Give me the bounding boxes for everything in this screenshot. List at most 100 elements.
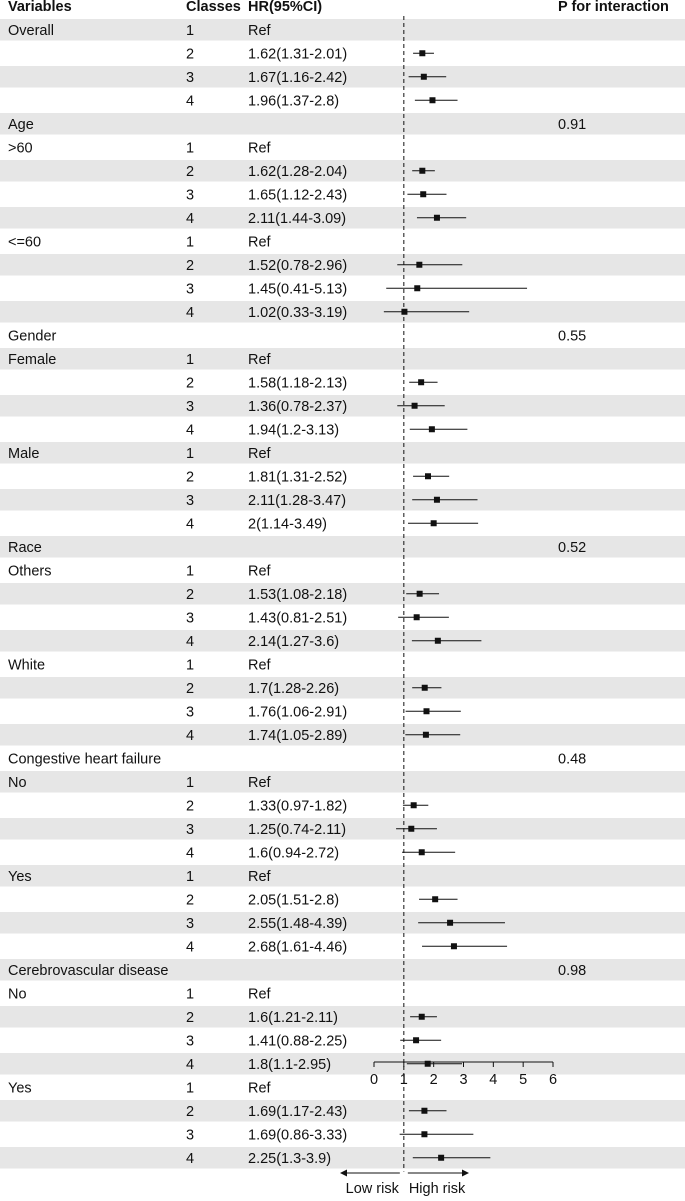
row-class-label: 4 xyxy=(186,211,194,227)
hr-point xyxy=(430,520,437,527)
row-variable-label: Overall xyxy=(8,23,54,39)
row-hr-label: 1.02(0.33-3.19) xyxy=(248,305,347,321)
row-band xyxy=(0,630,685,652)
row-hr-label: Ref xyxy=(248,986,272,1002)
row-class-label: 4 xyxy=(186,634,194,650)
row-class-label: 3 xyxy=(186,704,194,720)
low-risk-arrowhead xyxy=(340,1169,347,1177)
high-risk-arrowhead xyxy=(462,1169,469,1177)
row-hr-label: Ref xyxy=(248,657,272,673)
row-hr-label: 2.05(1.51-2.8) xyxy=(248,892,339,908)
row-hr-label: 1.76(1.06-2.91) xyxy=(248,704,347,720)
high-risk-label: High risk xyxy=(409,1181,466,1197)
row-hr-label: 1.94(1.2-3.13) xyxy=(248,422,339,438)
hr-point xyxy=(419,167,426,174)
low-risk-label: Low risk xyxy=(346,1181,400,1197)
row-class-label: 3 xyxy=(186,822,194,838)
row-class-label: 2 xyxy=(186,375,194,391)
row-band xyxy=(0,113,685,135)
row-band xyxy=(0,442,685,464)
hr-point xyxy=(447,919,454,926)
row-hr-label: 1.96(1.37-2.8) xyxy=(248,93,339,109)
row-variable-label: Cerebrovascular disease xyxy=(8,963,168,979)
row-band xyxy=(0,19,685,41)
row-band xyxy=(0,160,685,182)
header-p-interaction: P for interaction xyxy=(558,0,669,15)
hr-point xyxy=(410,802,417,809)
row-hr-label: 2.11(1.28-3.47) xyxy=(248,493,346,509)
row-class-label: 4 xyxy=(186,939,194,955)
row-hr-label: Ref xyxy=(248,563,272,579)
hr-point xyxy=(416,590,423,597)
hr-point xyxy=(401,308,408,315)
hr-point xyxy=(422,731,429,738)
row-class-label: 4 xyxy=(186,516,194,532)
row-hr-label: Ref xyxy=(248,446,272,462)
hr-point xyxy=(420,191,427,198)
x-tick-label: 3 xyxy=(459,1072,467,1088)
row-class-label: 3 xyxy=(186,493,194,509)
row-band xyxy=(0,395,685,417)
hr-point xyxy=(416,261,423,268)
row-class-label: 3 xyxy=(186,281,194,297)
row-class-label: 1 xyxy=(186,140,194,156)
row-class-label: 4 xyxy=(186,1151,194,1167)
row-class-label: 4 xyxy=(186,845,194,861)
row-hr-label: 1.36(0.78-2.37) xyxy=(248,399,347,415)
row-class-label: 1 xyxy=(186,775,194,791)
row-class-label: 2 xyxy=(186,258,194,274)
hr-point xyxy=(411,402,418,409)
hr-point xyxy=(438,1154,445,1161)
row-class-label: 1 xyxy=(186,869,194,885)
row-hr-label: 2.11(1.44-3.09) xyxy=(248,211,346,227)
hr-point xyxy=(414,285,421,292)
estimate-marks xyxy=(383,50,528,1161)
hr-point xyxy=(418,849,425,856)
row-variable-label: <=60 xyxy=(8,234,41,250)
row-class-label: 1 xyxy=(186,1080,194,1096)
row-class-label: 3 xyxy=(186,187,194,203)
row-hr-label: 2.25(1.3-3.9) xyxy=(248,1151,331,1167)
hr-point xyxy=(421,1131,428,1138)
hr-point xyxy=(413,1037,420,1044)
row-hr-label: 1.69(1.17-2.43) xyxy=(248,1104,347,1120)
row-p-value: 0.91 xyxy=(558,117,586,133)
row-class-label: 3 xyxy=(186,399,194,415)
row-band xyxy=(0,254,685,276)
row-hr-label: Ref xyxy=(248,352,272,368)
row-variable-label: >60 xyxy=(8,140,33,156)
row-class-label: 2 xyxy=(186,681,194,697)
row-p-value: 0.55 xyxy=(558,328,586,344)
row-hr-label: 1.62(1.31-2.01) xyxy=(248,46,347,62)
table-header: Variables Classes HR(95%CI) P for intera… xyxy=(8,0,669,15)
row-class-label: 4 xyxy=(186,422,194,438)
row-band xyxy=(0,959,685,981)
row-class-label: 4 xyxy=(186,305,194,321)
row-class-label: 4 xyxy=(186,728,194,744)
row-class-label: 1 xyxy=(186,563,194,579)
row-class-label: 2 xyxy=(186,164,194,180)
row-band xyxy=(0,207,685,229)
row-band xyxy=(0,583,685,605)
row-hr-label: 1.8(1.1-2.95) xyxy=(248,1057,331,1073)
row-class-label: 3 xyxy=(186,70,194,86)
row-p-value: 0.48 xyxy=(558,751,586,767)
x-axis: 0 1 2 3 4 5 6 xyxy=(370,1061,557,1088)
row-class-label: 2 xyxy=(186,587,194,603)
row-variable-label: Yes xyxy=(8,869,32,885)
row-hr-label: Ref xyxy=(248,775,272,791)
row-class-label: 1 xyxy=(186,352,194,368)
row-class-label: 2 xyxy=(186,469,194,485)
hr-point xyxy=(433,214,440,221)
row-band xyxy=(0,1100,685,1122)
row-class-label: 3 xyxy=(186,1127,194,1143)
hr-point xyxy=(418,379,425,386)
x-tick-label: 5 xyxy=(519,1072,527,1088)
row-hr-label: 1.81(1.31-2.52) xyxy=(248,469,347,485)
row-variable-label: Yes xyxy=(8,1080,32,1096)
row-hr-label: 2.14(1.27-3.6) xyxy=(248,634,339,650)
row-hr-label: Ref xyxy=(248,140,272,156)
row-variable-label: Race xyxy=(8,540,42,556)
row-variable-label: Age xyxy=(8,117,34,133)
